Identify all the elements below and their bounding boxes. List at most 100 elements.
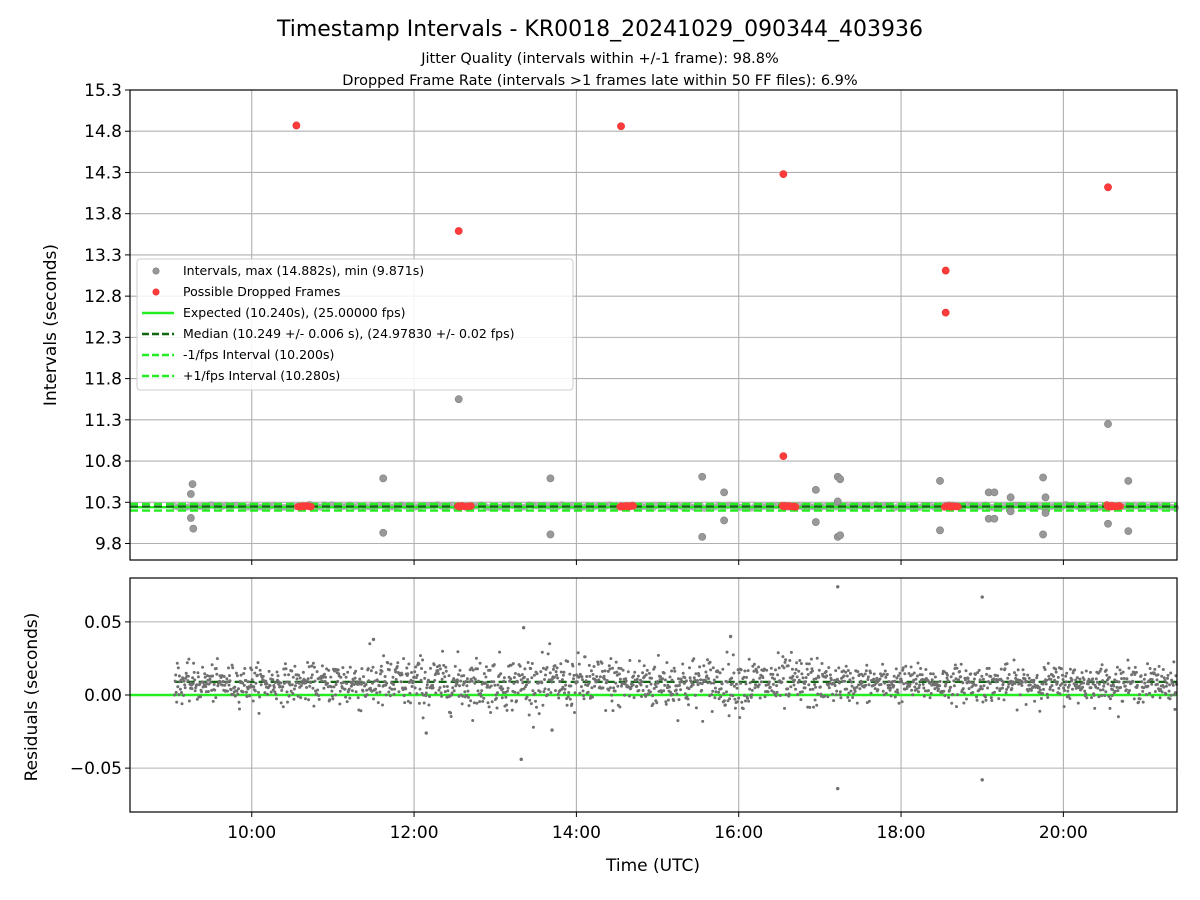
dropped-frame-point: [941, 308, 950, 317]
residual-point: [455, 682, 459, 686]
residual-point: [563, 687, 567, 691]
residual-point: [1060, 667, 1063, 671]
residual-point: [521, 626, 526, 630]
residual-point: [959, 675, 963, 679]
interval-point: [1124, 527, 1133, 536]
residual-point: [704, 670, 708, 674]
residual-point: [897, 701, 901, 705]
interval-point: [811, 486, 820, 494]
residual-point: [227, 666, 230, 670]
residual-point: [502, 679, 506, 683]
residual-point: [875, 676, 879, 680]
residual-point: [452, 689, 456, 693]
residual-point: [896, 691, 900, 695]
residual-point: [479, 692, 483, 695]
residual-point: [609, 657, 613, 661]
residual-point: [1146, 684, 1150, 688]
residual-point: [225, 677, 229, 681]
residual-point: [635, 684, 639, 688]
residual-point: [683, 692, 687, 696]
residual-point: [672, 699, 676, 702]
residual-point: [1121, 670, 1125, 674]
residual-point: [466, 689, 470, 693]
residual-point: [864, 669, 868, 673]
residual-point: [285, 690, 289, 694]
residual-point: [803, 686, 807, 690]
residual-point: [961, 681, 965, 685]
residual-point: [1061, 678, 1065, 681]
residual-point: [565, 703, 569, 707]
residual-point: [755, 670, 759, 674]
residual-point: [315, 670, 319, 674]
residual-point: [1157, 664, 1161, 668]
residual-point: [709, 668, 713, 672]
residual-point: [751, 664, 755, 668]
residual-point: [280, 689, 284, 692]
residual-point: [436, 672, 440, 676]
residual-point: [527, 713, 531, 717]
residual-point: [766, 690, 770, 694]
residual-point: [228, 679, 232, 683]
residual-point: [465, 684, 469, 688]
residual-point: [547, 678, 551, 682]
residual-point: [424, 691, 428, 695]
residual-point: [684, 679, 688, 683]
residual-point: [722, 692, 726, 696]
residual-point: [506, 689, 509, 693]
y-tick-label: 15.3: [84, 81, 122, 101]
residual-point: [1005, 688, 1009, 691]
residual-point: [687, 687, 691, 691]
residual-point: [717, 697, 721, 701]
residual-point: [449, 711, 453, 715]
y-tick-label: −0.05: [70, 759, 122, 779]
residual-point: [358, 680, 362, 684]
residual-point: [330, 689, 334, 693]
residual-point: [867, 699, 871, 703]
residual-point: [715, 675, 719, 679]
residual-point: [309, 681, 313, 684]
residual-point: [1144, 693, 1148, 696]
residual-point: [999, 667, 1003, 671]
residual-point: [682, 681, 686, 685]
residual-point: [397, 690, 401, 694]
legend-box: [136, 258, 574, 391]
residual-point: [1135, 683, 1139, 687]
residual-point: [477, 679, 480, 683]
residual-point: [776, 673, 780, 677]
residual-point: [823, 694, 827, 698]
residual-point: [294, 684, 297, 688]
residual-point: [559, 662, 563, 666]
x-tick-label: 10:00: [227, 823, 276, 843]
residual-point: [511, 662, 515, 666]
intervals-panel: 15.3 14.8 14.3 13.8 13.3 12.8 12.3 11.8 11.3 10.8…: [41, 81, 1179, 565]
legend-marker-intervals: [152, 267, 160, 275]
interval-point: [811, 518, 820, 526]
residual-point: [566, 660, 570, 663]
residual-point: [556, 692, 560, 696]
residual-point: [234, 671, 238, 675]
residual-point: [889, 694, 893, 698]
residual-point: [1101, 679, 1105, 683]
residual-point: [572, 677, 575, 681]
residual-point: [543, 678, 546, 681]
residual-point: [1084, 692, 1088, 696]
residual-point: [529, 702, 533, 706]
residual-point: [804, 680, 808, 684]
residual-point: [769, 666, 773, 670]
residual-point: [789, 650, 793, 654]
residual-point: [423, 676, 427, 680]
residual-point: [962, 701, 966, 705]
residual-point: [380, 669, 384, 673]
residual-point: [1050, 684, 1054, 687]
residual-point: [731, 694, 735, 698]
residual-point: [438, 686, 442, 690]
residual-point: [815, 656, 819, 660]
residual-point: [808, 688, 812, 691]
residual-point: [1075, 676, 1079, 680]
residual-point: [471, 719, 475, 722]
residual-point: [725, 650, 729, 654]
residual-point: [414, 676, 418, 680]
residual-point: [632, 696, 636, 700]
residual-point: [798, 659, 802, 662]
residual-point: [697, 674, 701, 678]
